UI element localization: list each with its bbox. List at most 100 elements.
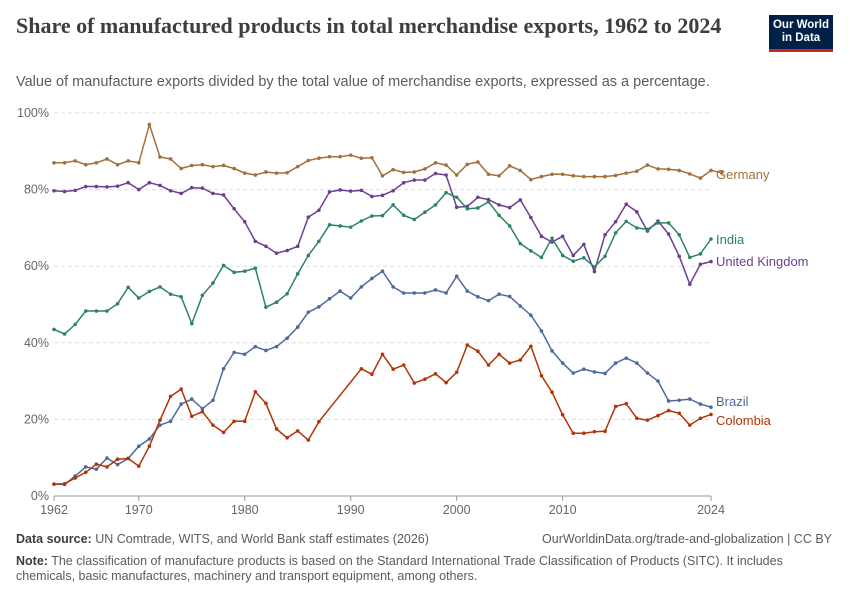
data-point-united-kingdom [507, 205, 512, 210]
data-point-germany [582, 174, 586, 179]
x-tick-label: 2024 [697, 503, 725, 517]
data-point-brazil [476, 295, 480, 299]
source-url[interactable]: OurWorldinData.org/trade-and-globalizati… [542, 532, 832, 546]
data-point-india [285, 291, 289, 296]
data-point-brazil [179, 402, 183, 406]
data-point-germany [656, 167, 660, 171]
data-point-brazil [232, 350, 236, 355]
data-point-colombia [688, 423, 692, 427]
data-point-india [136, 296, 141, 300]
data-point-brazil [571, 371, 576, 375]
data-point-colombia [306, 438, 311, 442]
data-point-united-kingdom [317, 208, 321, 213]
data-point-united-kingdom [338, 188, 342, 192]
data-point-brazil [317, 304, 321, 309]
data-point-india [147, 289, 152, 294]
data-point-colombia [242, 419, 247, 424]
data-point-india [348, 225, 353, 229]
data-point-india [253, 266, 258, 270]
data-point-brazil [105, 456, 109, 460]
data-point-brazil [401, 291, 406, 295]
data-point-brazil [635, 361, 639, 365]
data-point-colombia [518, 358, 523, 362]
data-point-united-kingdom [412, 178, 417, 182]
data-point-colombia [613, 404, 618, 409]
data-point-germany [274, 171, 279, 175]
data-point-united-kingdom [348, 189, 353, 193]
data-point-colombia [52, 482, 56, 486]
data-point-germany [677, 168, 682, 173]
data-point-germany [295, 164, 300, 169]
data-point-brazil [253, 344, 258, 349]
data-point-brazil [423, 291, 427, 295]
data-point-india [105, 309, 109, 313]
data-point-united-kingdom [401, 180, 406, 185]
data-point-germany [465, 162, 470, 167]
data-point-germany [380, 174, 385, 178]
logo-line-2: in Data [781, 32, 821, 44]
data-point-brazil [370, 276, 374, 281]
data-point-united-kingdom [359, 188, 364, 193]
data-point-united-kingdom [274, 251, 279, 255]
data-point-united-kingdom [285, 248, 289, 253]
data-point-germany [264, 170, 268, 174]
data-point-colombia [317, 419, 321, 424]
data-point-brazil [454, 274, 459, 278]
data-point-colombia [359, 367, 364, 371]
data-point-united-kingdom [253, 239, 258, 244]
data-point-germany [221, 163, 226, 168]
data-point-colombia [476, 349, 480, 354]
data-point-colombia [507, 361, 512, 365]
data-point-brazil [507, 294, 512, 299]
data-point-colombia [698, 416, 703, 421]
data-point-colombia [232, 419, 236, 424]
data-point-brazil [592, 370, 597, 374]
x-tick-label: 1990 [337, 503, 365, 517]
series-label-united-kingdom: United Kingdom [716, 254, 809, 269]
data-point-colombia [158, 418, 162, 422]
data-point-germany [624, 171, 629, 175]
owid-logo[interactable]: Our World in Data [769, 15, 833, 52]
data-point-brazil [168, 419, 173, 424]
data-point-colombia [83, 470, 88, 475]
data-point-germany [242, 171, 247, 175]
data-point-brazil [603, 371, 607, 376]
data-point-united-kingdom [232, 206, 236, 211]
data-point-germany [391, 167, 395, 172]
data-point-brazil [380, 269, 385, 273]
series-line-united-kingdom [53, 172, 712, 287]
data-point-colombia [486, 363, 491, 367]
data-point-india [518, 241, 523, 246]
data-point-india [507, 224, 512, 228]
data-point-india [189, 321, 194, 326]
data-point-united-kingdom [211, 191, 215, 196]
data-point-colombia [115, 457, 120, 462]
data-point-united-kingdom [635, 210, 639, 214]
data-point-colombia [423, 377, 427, 381]
data-point-germany [603, 174, 607, 179]
data-point-india [264, 305, 268, 309]
x-tick-label: 1962 [40, 503, 68, 517]
x-tick-label: 2000 [443, 503, 471, 517]
data-point-germany [412, 170, 417, 174]
data-point-colombia [391, 367, 395, 372]
data-point-united-kingdom [115, 184, 120, 188]
data-point-germany [306, 158, 311, 163]
data-point-united-kingdom [433, 171, 438, 176]
data-point-brazil [338, 289, 342, 293]
y-tick-label: 100% [17, 106, 49, 120]
data-source: Data source: UN Comtrade, WITS, and Worl… [16, 532, 429, 547]
data-point-united-kingdom [529, 215, 533, 220]
logo-line-1: Our World [772, 19, 829, 31]
data-point-germany [126, 159, 130, 163]
data-point-germany [327, 154, 332, 159]
data-point-united-kingdom [105, 185, 109, 189]
data-point-united-kingdom [666, 232, 671, 236]
data-point-india [62, 332, 67, 336]
data-point-brazil [518, 304, 523, 308]
data-point-india [709, 237, 713, 241]
data-point-colombia [677, 411, 682, 416]
data-point-india [73, 322, 77, 327]
data-point-germany [232, 166, 236, 171]
